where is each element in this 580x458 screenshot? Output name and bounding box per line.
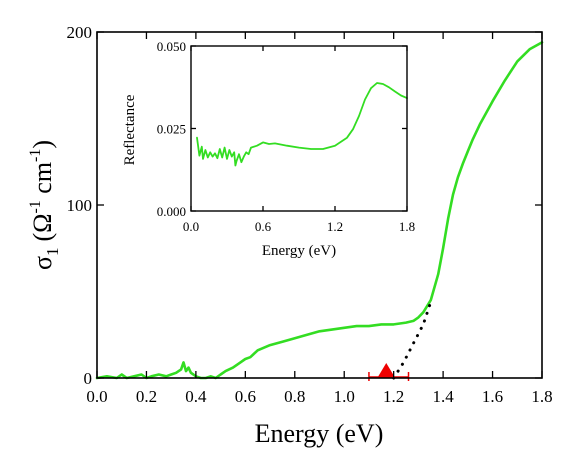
inset-y-tick-label: 0.050 <box>157 39 186 54</box>
main-x-tick-label: 0.2 <box>136 387 157 406</box>
y-title-sigma: σ <box>28 256 57 270</box>
main-x-tick-label: 1.6 <box>482 387 503 406</box>
inset-x-tick-label: 1.8 <box>399 219 415 234</box>
inset-y-axis-title: Reflectance <box>122 94 138 165</box>
main-x-tick-label: 1.8 <box>531 387 552 406</box>
main-x-tick-label: 0.6 <box>235 387 256 406</box>
main-x-tick-label: 1.4 <box>432 387 454 406</box>
inset-series-layer <box>196 82 408 167</box>
main-chart: 0.0 0.2 0.4 0.6 0.8 1.0 1.2 1.4 1.6 1.8 0 100 200 En… <box>27 23 553 448</box>
main-y-tick-label: 200 <box>67 23 93 42</box>
main-series-1 <box>392 300 433 380</box>
y-title-exp1: -1 <box>27 200 44 213</box>
main-y-tick-label: 0 <box>84 369 93 388</box>
inset-y-tick-label: 0.000 <box>157 204 186 219</box>
main-series-layer <box>95 41 544 381</box>
main-tick-layer: 0.0 0.2 0.4 0.6 0.8 1.0 1.2 1.4 1.6 1.8 0 100 200 <box>67 23 553 406</box>
main-x-axis-title: Energy (eV) <box>255 419 384 448</box>
main-series-0 <box>95 41 544 380</box>
y-title-close: ) <box>28 140 57 149</box>
y-title-unit2: cm <box>28 162 57 200</box>
inset-y-tick-label: 0.025 <box>157 122 186 137</box>
inset-x-axis-title: Energy (eV) <box>262 243 336 259</box>
main-y-tick-label: 100 <box>67 196 93 215</box>
y-title-sub: 1 <box>43 248 62 257</box>
inset-x-tick-label: 0.6 <box>255 219 272 234</box>
main-x-tick-label: 0.8 <box>284 387 305 406</box>
inset-series-0 <box>196 82 408 167</box>
main-x-tick-label: 1.0 <box>334 387 355 406</box>
main-y-axis-title: σ1(Ω-1 cm-1) <box>27 140 62 270</box>
y-title-unit: (Ω <box>28 214 57 242</box>
inset-tick-layer: 0.0 0.6 1.2 1.8 0.000 0.025 0.050 <box>157 39 415 234</box>
inset-plot-frame <box>190 45 408 212</box>
main-x-tick-label: 0.4 <box>185 387 207 406</box>
main-x-tick-label: 1.2 <box>383 387 404 406</box>
y-title-exp2: -1 <box>27 149 44 162</box>
inset-x-tick-label: 0.0 <box>183 219 199 234</box>
inset-x-tick-label: 1.2 <box>327 219 343 234</box>
triangle-marker <box>377 363 396 378</box>
main-x-tick-label: 0.0 <box>86 387 107 406</box>
